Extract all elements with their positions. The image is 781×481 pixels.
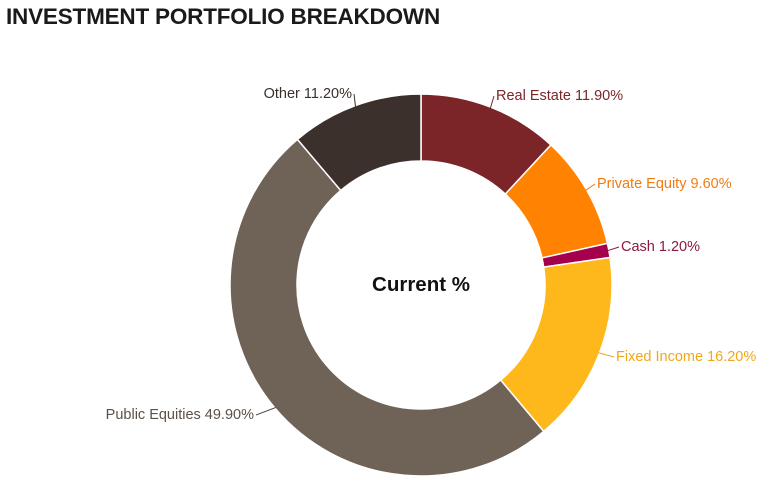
leader-real-estate: [489, 95, 495, 109]
leader-other: [353, 93, 357, 107]
center-label: Current %: [372, 273, 470, 296]
leader-private-equity: [585, 183, 596, 191]
slice-labels: Real Estate 11.90% Private Equity 9.60% Ca…: [106, 86, 757, 423]
chart-title: INVESTMENT PORTFOLIO BREAKDOWN: [6, 4, 440, 29]
leader-public-equities: [255, 407, 276, 416]
leader-cash: [607, 246, 620, 252]
label-public-equities: Public Equities 49.90%: [106, 407, 254, 423]
donut-slices: [229, 93, 613, 477]
leader-fixed-income: [598, 352, 615, 358]
label-other: Other 11.20%: [264, 86, 353, 102]
slice-public-equities: [229, 138, 545, 477]
slice-other: [296, 93, 422, 192]
label-private-equity: Private Equity 9.60%: [597, 176, 732, 192]
label-fixed-income: Fixed Income 16.20%: [616, 349, 756, 365]
label-cash: Cash 1.20%: [621, 239, 700, 255]
label-real-estate: Real Estate 11.90%: [496, 88, 623, 104]
leader-lines: [255, 93, 620, 416]
